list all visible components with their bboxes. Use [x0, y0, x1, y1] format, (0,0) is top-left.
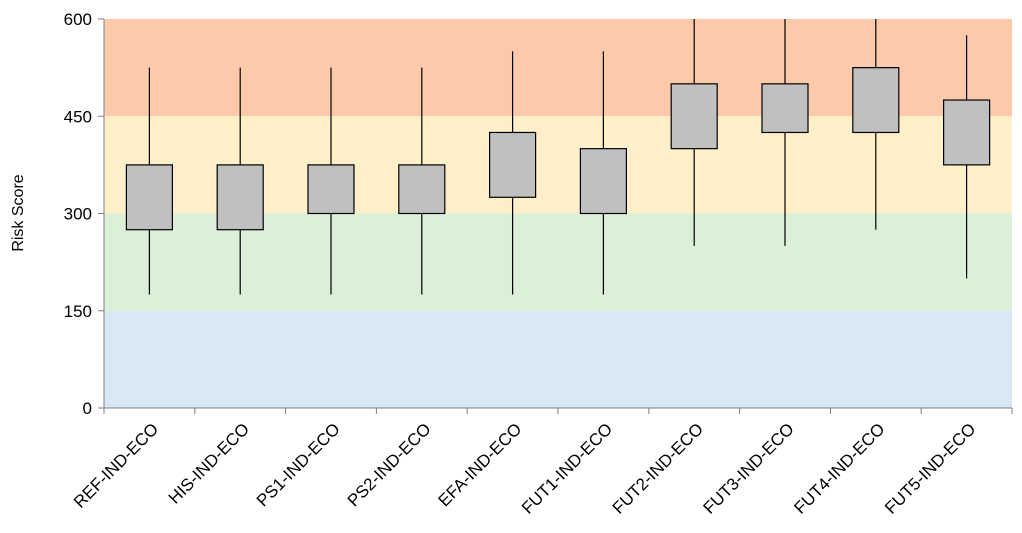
- y-tick-label: 450: [64, 107, 92, 126]
- y-tick-label: 600: [64, 10, 92, 29]
- x-tick-label: FUT3-IND-ECO: [700, 419, 798, 517]
- box-fut4-ind-eco: [852, 67, 900, 134]
- y-tick-label: 300: [64, 205, 92, 224]
- x-tick-label: HIS-IND-ECO: [165, 419, 253, 507]
- box-fut5-ind-eco: [942, 99, 991, 166]
- box-fut1-ind-eco: [579, 148, 628, 215]
- box-ps1-ind-eco: [307, 164, 355, 215]
- box-ref-ind-eco: [125, 164, 174, 231]
- box-efa-ind-eco: [489, 131, 537, 198]
- x-tick-label: REF-IND-ECO: [70, 419, 162, 511]
- x-tick-label: PS2-IND-ECO: [344, 419, 435, 510]
- risk-bands: [104, 19, 1012, 408]
- box-ps2-ind-eco: [398, 164, 446, 215]
- y-tick-label: 150: [64, 302, 92, 321]
- y-tick-label: 0: [83, 399, 92, 418]
- x-tick-label: PS1-IND-ECO: [253, 419, 344, 510]
- x-tick-label: FUT2-IND-ECO: [609, 419, 707, 517]
- x-ticks: REF-IND-ECO HIS-IND-ECO PS1-IND-ECO PS2-IND…: [70, 408, 1013, 518]
- box-his-ind-eco: [216, 164, 264, 231]
- y-ticks: 0 150 300 450 600: [64, 10, 104, 418]
- box-fut2-ind-eco: [670, 83, 718, 150]
- x-tick-label: FUT4-IND-ECO: [790, 419, 888, 517]
- x-tick-label: FUT5-IND-ECO: [881, 419, 979, 517]
- x-tick-label: FUT1-IND-ECO: [518, 419, 616, 517]
- box-fut3-ind-eco: [761, 83, 809, 134]
- risk-band-0: [104, 310, 1012, 408]
- x-tick-label: EFA-IND-ECO: [435, 419, 526, 510]
- boxes: [125, 67, 991, 231]
- y-axis-label: Risk Score: [10, 174, 27, 251]
